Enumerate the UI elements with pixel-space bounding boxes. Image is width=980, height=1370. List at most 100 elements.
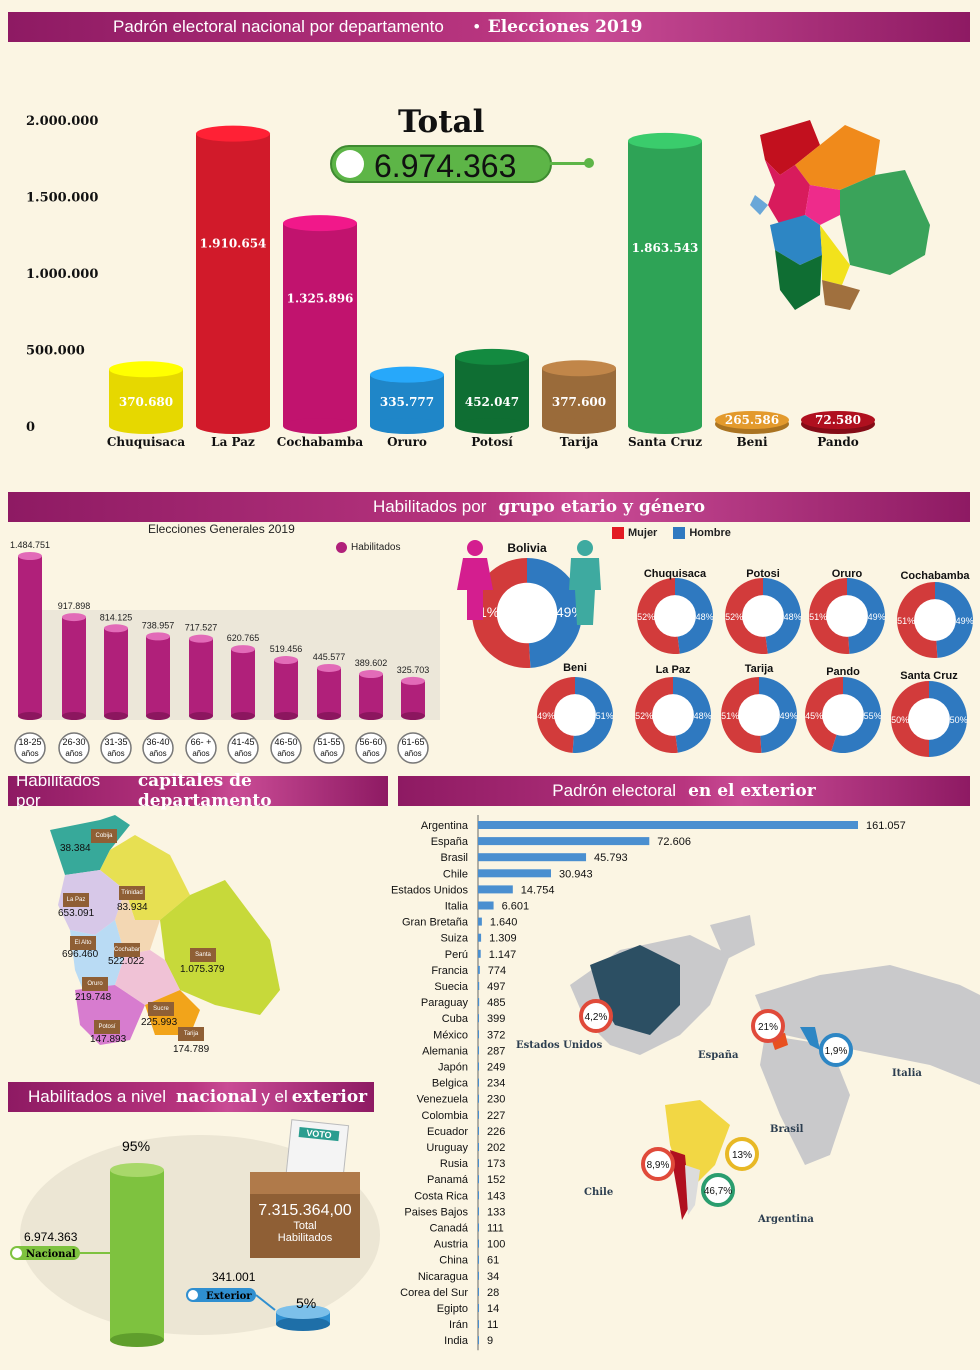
national-cylinder — [110, 1170, 164, 1340]
age-bar-1-value-label: 1.484.751 — [10, 540, 50, 550]
donut-3-male-label: 48% — [784, 612, 802, 622]
total-value: 6.974.363 — [374, 148, 517, 184]
exterior-bar-2-value-label: 72.606 — [657, 836, 691, 848]
world-callout-country: Brasil — [770, 1124, 804, 1135]
exterior-chart: Argentina 161.057 España 72.606 Brasil 45.793… — [391, 815, 906, 1351]
age-bar-9-value-label: 389.602 — [355, 658, 388, 668]
exterior-country-label: China — [439, 1255, 469, 1267]
age-category-unit: años — [65, 749, 82, 758]
bar-6 — [542, 368, 616, 426]
exterior-country-label: Paises Bajos — [404, 1206, 468, 1218]
bar-2-value-label: 1.910.654 — [200, 237, 267, 251]
age-bar-3-value-label: 814.125 — [100, 612, 133, 622]
age-category-label: 36-40 — [146, 737, 169, 747]
exterior-country-label: Estados Unidos — [391, 884, 469, 896]
exterior-bar-20 — [478, 1126, 479, 1135]
exterior-bar-23 — [478, 1175, 479, 1184]
exterior-bar-27-value-label: 100 — [487, 1239, 505, 1251]
exterior-country-label: Nicaragua — [418, 1271, 469, 1283]
bar-6-base — [542, 418, 616, 434]
age-category-unit: años — [192, 749, 209, 758]
donut-6-title: Beni — [563, 662, 587, 674]
bar-3-value-label: 1.325.896 — [287, 291, 354, 305]
age-bar-6-value-label: 620.765 — [227, 633, 260, 643]
national-cylinder-base — [110, 1333, 164, 1347]
x-tick-label: Oruro — [387, 435, 427, 449]
age-bar-10-value-label: 325.703 — [397, 665, 430, 675]
exterior-bar-29-value-label: 34 — [487, 1271, 499, 1283]
exterior-bar-16 — [478, 1062, 479, 1071]
ballot-total-line1: Total — [293, 1220, 317, 1232]
national-title-mid: y el — [261, 1087, 288, 1106]
age-category-badge — [100, 732, 132, 764]
exterior-bar-19-value-label: 227 — [487, 1110, 505, 1122]
donut-7-male-label: 48% — [694, 711, 712, 721]
bar-7 — [628, 140, 702, 426]
exterior-bar-33-value-label: 9 — [487, 1335, 493, 1347]
exterior-country-label: México — [433, 1029, 468, 1041]
exterior-country-label: Gran Bretaña — [402, 917, 469, 929]
national-tag-label: Nacional — [26, 1249, 76, 1260]
y-tick-label: 2.000.000 — [26, 114, 98, 129]
exterior-bar-32 — [478, 1320, 479, 1329]
age-bar-3-base — [104, 712, 128, 720]
x-tick-label: Chuquisaca — [107, 435, 186, 449]
bar-2-base — [196, 418, 270, 434]
capital-value: 83.934 — [117, 902, 148, 913]
y-tick-label: 0 — [26, 420, 35, 435]
capital-value: 174.789 — [173, 1044, 210, 1055]
bar-5-top — [455, 348, 529, 365]
exterior-country-label: Argentina — [421, 820, 469, 832]
national-title: Habilitados a nivel — [28, 1087, 166, 1106]
exterior-country-label: Italia — [445, 901, 469, 913]
exterior-bar-31 — [478, 1304, 479, 1312]
world-callout-ring — [579, 999, 613, 1033]
age-bar-10 — [401, 680, 425, 716]
age-category-label: 56-60 — [359, 737, 382, 747]
exterior-cylinder-base — [276, 1317, 330, 1331]
age-bar-4 — [146, 636, 170, 716]
bar-1-top — [109, 361, 183, 378]
bar-4-top — [370, 366, 444, 383]
man-icon-body — [569, 558, 601, 625]
donut-5-title: Cochabamba — [900, 570, 970, 582]
world-callout-country: Argentina — [757, 1214, 814, 1225]
x-tick-label: Potosí — [471, 435, 513, 449]
ballot-total-line2: Habilitados — [277, 1232, 333, 1244]
total-pill-circle — [336, 150, 364, 178]
exterior-bar-4 — [478, 869, 552, 878]
donut-2-female-label: 52% — [637, 612, 655, 622]
x-tick-label: Cochabamba — [277, 435, 364, 449]
exterior-bar-3-value-label: 45.793 — [594, 852, 628, 864]
exterior-country-label: Canadá — [429, 1223, 468, 1235]
exterior-country-label: Uruguay — [426, 1142, 468, 1154]
total-label: Total — [398, 104, 485, 140]
exterior-bar-30-value-label: 28 — [487, 1287, 499, 1299]
exterior-bar-21 — [478, 1143, 479, 1151]
age-title: Habilitados por — [372, 497, 487, 516]
national-title-bold2: exterior — [291, 1087, 368, 1107]
age-bar-7 — [274, 660, 298, 716]
exterior-bar-2 — [478, 837, 650, 846]
exterior-bar-1 — [478, 821, 858, 829]
ballot-box-lid — [250, 1172, 360, 1194]
exterior-bar-21-value-label: 202 — [487, 1142, 505, 1154]
exterior-country-label: Japón — [438, 1062, 468, 1074]
age-bar-5-value-label: 717.527 — [185, 623, 218, 633]
ballot-box-icon: Oruro — [82, 977, 108, 991]
age-bar-9-top — [359, 670, 383, 679]
ballot-box-icon: Cobija — [91, 829, 117, 843]
donut-10-female-label: 50% — [891, 715, 909, 725]
gender-legend: Mujer Hombre — [612, 527, 731, 539]
age-category-unit: años — [277, 749, 294, 758]
age-category-badge — [142, 732, 174, 764]
exterior-bar-28-value-label: 61 — [487, 1255, 499, 1267]
exterior-bar-19 — [478, 1110, 479, 1119]
bar-8-value-label: 265.586 — [725, 413, 779, 427]
donut-9-female-label: 45% — [805, 711, 823, 721]
ballot-box-icon: Tarija — [178, 1027, 204, 1041]
x-tick-label: Pando — [817, 435, 859, 449]
exterior-bar-12 — [478, 998, 480, 1007]
donut-10-hole — [908, 698, 950, 740]
x-tick-label: Santa Cruz — [628, 435, 702, 449]
